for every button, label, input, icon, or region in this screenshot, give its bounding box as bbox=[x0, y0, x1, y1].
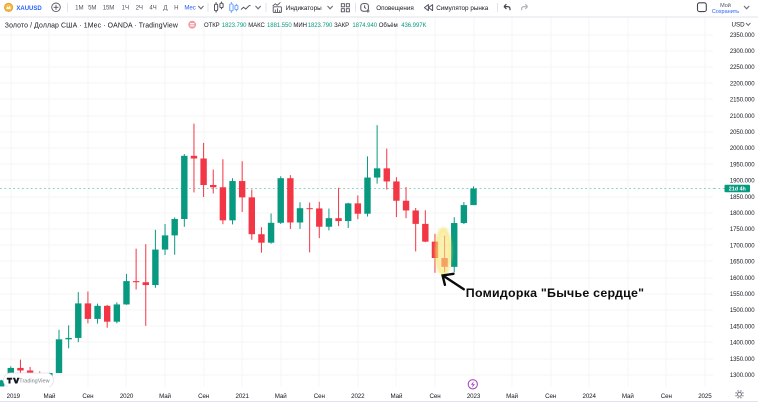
svg-text:1300.000: 1300.000 bbox=[730, 373, 755, 379]
svg-text:1700.000: 1700.000 bbox=[730, 243, 755, 249]
svg-text:XAUUSD: XAUUSD bbox=[16, 6, 42, 12]
svg-text:1450.000: 1450.000 bbox=[730, 324, 755, 330]
svg-text:436.997K: 436.997K bbox=[401, 23, 426, 29]
svg-text:2050.000: 2050.000 bbox=[730, 130, 755, 136]
svg-text:21d 4h: 21d 4h bbox=[729, 187, 746, 193]
svg-text:USD: USD bbox=[732, 21, 746, 28]
svg-text:1600.000: 1600.000 bbox=[730, 276, 755, 282]
svg-text:1900.000: 1900.000 bbox=[730, 179, 755, 185]
svg-text:Н: Н bbox=[174, 5, 178, 12]
svg-text:МАКС: МАКС bbox=[248, 23, 265, 29]
svg-text:1881.550: 1881.550 bbox=[267, 23, 292, 29]
svg-text:Объём: Объём bbox=[379, 23, 398, 29]
svg-text:2300.000: 2300.000 bbox=[730, 49, 755, 55]
svg-text:Помидорка "Бычье сердце": Помидорка "Бычье сердце" bbox=[466, 286, 644, 300]
svg-text:2150.000: 2150.000 bbox=[730, 98, 755, 104]
svg-text:Симулятор рынка: Симулятор рынка bbox=[436, 5, 489, 12]
svg-text:Д: Д bbox=[163, 5, 168, 12]
svg-text:Сен: Сен bbox=[661, 393, 672, 400]
svg-text:TradingView: TradingView bbox=[19, 379, 49, 385]
svg-text:1850.000: 1850.000 bbox=[730, 195, 755, 201]
svg-text:2200.000: 2200.000 bbox=[730, 81, 755, 87]
svg-text:Сен: Сен bbox=[82, 393, 93, 400]
svg-text:Сен: Сен bbox=[314, 393, 325, 400]
svg-text:2023: 2023 bbox=[467, 393, 481, 400]
svg-text:ОТКР: ОТКР bbox=[204, 23, 220, 29]
svg-text:1800.000: 1800.000 bbox=[730, 211, 755, 217]
svg-text:5М: 5М bbox=[88, 5, 96, 12]
svg-text:Мой: Мой bbox=[720, 2, 731, 9]
svg-text:Сен: Сен bbox=[429, 393, 440, 400]
svg-text:1400.000: 1400.000 bbox=[730, 341, 755, 347]
svg-text:Май: Май bbox=[390, 393, 402, 400]
svg-text:Мес: Мес bbox=[184, 5, 195, 12]
svg-text:МИН: МИН bbox=[293, 23, 307, 29]
svg-text:Оповещения: Оповещения bbox=[376, 5, 414, 12]
svg-text:Сен: Сен bbox=[545, 393, 556, 400]
svg-text:2250.000: 2250.000 bbox=[730, 65, 755, 71]
svg-text:Сен: Сен bbox=[198, 393, 209, 400]
svg-text:2020: 2020 bbox=[120, 393, 134, 400]
svg-text:ЗАКР: ЗАКР bbox=[334, 23, 349, 29]
svg-text:2024: 2024 bbox=[583, 393, 597, 400]
svg-text:2Ч: 2Ч bbox=[136, 5, 143, 12]
svg-text:2019: 2019 bbox=[7, 393, 21, 400]
svg-text:2000.000: 2000.000 bbox=[730, 146, 755, 152]
svg-text:2100.000: 2100.000 bbox=[730, 114, 755, 120]
svg-text:Май: Май bbox=[506, 393, 518, 400]
svg-text:2025: 2025 bbox=[698, 393, 712, 400]
svg-text:1874.940: 1874.940 bbox=[352, 23, 377, 29]
svg-text:Май: Май bbox=[275, 393, 287, 400]
svg-text:1Ч: 1Ч bbox=[122, 5, 129, 12]
svg-text:Золото / Доллар США · 1Мес · O: Золото / Доллар США · 1Мес · OANDA · Tra… bbox=[5, 22, 178, 29]
svg-text:1823.790: 1823.790 bbox=[308, 23, 333, 29]
svg-text:1650.000: 1650.000 bbox=[730, 260, 755, 266]
svg-text:Индикаторы: Индикаторы bbox=[286, 5, 322, 12]
svg-text:Сохранить: Сохранить bbox=[712, 9, 739, 15]
svg-text:Май: Май bbox=[43, 393, 55, 400]
svg-text:1350.000: 1350.000 bbox=[730, 357, 755, 363]
svg-text:1950.000: 1950.000 bbox=[730, 162, 755, 168]
svg-text:Май: Май bbox=[159, 393, 171, 400]
svg-text:1550.000: 1550.000 bbox=[730, 292, 755, 298]
svg-text:2350.000: 2350.000 bbox=[730, 33, 755, 39]
svg-text:1823.790: 1823.790 bbox=[222, 23, 247, 29]
svg-text:1М: 1М bbox=[75, 5, 83, 12]
svg-text:2022: 2022 bbox=[351, 393, 365, 400]
svg-text:4Ч: 4Ч bbox=[149, 5, 156, 12]
svg-text:1750.000: 1750.000 bbox=[730, 227, 755, 233]
svg-text:Май: Май bbox=[622, 393, 634, 400]
svg-text:1500.000: 1500.000 bbox=[730, 308, 755, 314]
svg-text:15М: 15М bbox=[103, 5, 115, 12]
svg-text:2021: 2021 bbox=[236, 393, 250, 400]
